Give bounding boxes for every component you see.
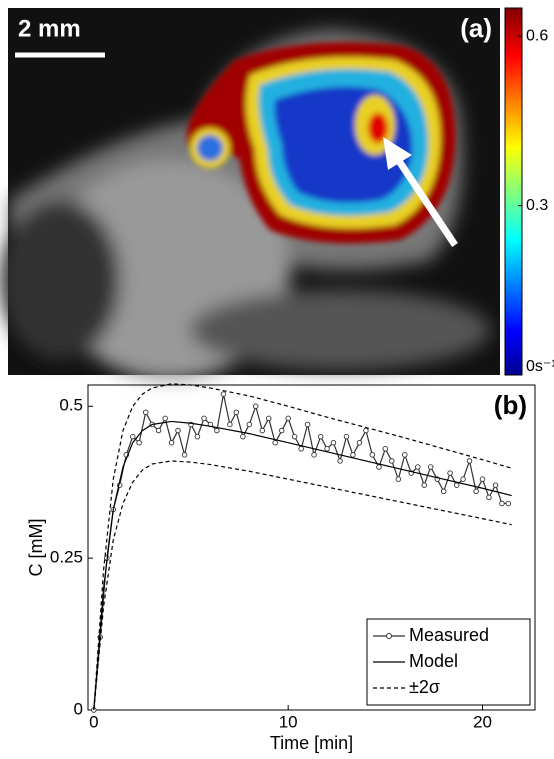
x-tick-label: 0 xyxy=(89,712,98,731)
legend-label: Model xyxy=(409,651,458,671)
data-point xyxy=(486,494,492,501)
data-point xyxy=(376,464,382,470)
data-point xyxy=(246,421,253,428)
y-tick-label: 0.5 xyxy=(59,396,83,415)
data-point xyxy=(265,415,272,422)
colorbar-tick-label: 0.6 xyxy=(526,27,548,44)
series-line xyxy=(93,420,512,711)
x-tick-label: 20 xyxy=(473,712,492,731)
series-line-lower xyxy=(93,460,512,711)
data-point xyxy=(330,439,337,446)
data-point xyxy=(363,427,369,434)
data-point xyxy=(279,427,285,434)
panel-label: (a) xyxy=(460,13,492,43)
data-point xyxy=(291,433,298,440)
data-point xyxy=(304,421,311,428)
x-axis-label: Time [min] xyxy=(270,733,353,753)
data-point xyxy=(356,439,363,446)
data-point xyxy=(395,476,402,482)
data-point xyxy=(233,409,240,416)
y-tick-label: 0 xyxy=(74,699,83,718)
data-point xyxy=(466,458,473,464)
data-point xyxy=(214,427,220,434)
colorbar-ticks: 0s⁻¹ 0.3 0.6 xyxy=(518,27,554,376)
data-point xyxy=(447,470,453,476)
data-point xyxy=(142,409,149,416)
data-point xyxy=(194,433,201,440)
data-point xyxy=(298,446,304,452)
data-point xyxy=(227,421,233,428)
colorbar xyxy=(504,7,523,376)
data-point xyxy=(136,439,142,446)
data-point xyxy=(337,458,343,464)
data-point xyxy=(220,391,227,397)
data-point xyxy=(259,427,266,434)
data-point xyxy=(181,452,188,458)
data-point xyxy=(317,433,324,440)
panel-label: (b) xyxy=(494,390,527,420)
data-point xyxy=(201,415,207,422)
data-point xyxy=(499,500,505,507)
data-point xyxy=(343,433,350,440)
data-point xyxy=(389,458,395,464)
x-tick-label: 10 xyxy=(279,712,298,731)
data-point xyxy=(311,452,317,458)
data-point xyxy=(415,464,421,470)
data-point xyxy=(492,482,499,488)
data-point xyxy=(440,488,447,495)
data-point xyxy=(460,476,466,482)
data-point xyxy=(479,476,486,482)
legend-label: ±2σ xyxy=(409,677,440,697)
data-point xyxy=(252,403,259,410)
data-point xyxy=(453,482,460,488)
colorbar-tick-label: 0.3 xyxy=(526,197,548,214)
data-point xyxy=(272,439,278,446)
data-point xyxy=(285,415,291,422)
data-point xyxy=(175,427,181,434)
mri-image: 2 mm (a) xyxy=(0,8,500,380)
data-point xyxy=(324,446,330,452)
data-point xyxy=(382,446,389,452)
data-point xyxy=(350,452,356,458)
data-point xyxy=(427,464,434,470)
legend-marker xyxy=(386,633,392,639)
plot: 0 10 20 0 0.25 0.5 Time [min] C [mM] (b) Measured… xyxy=(26,383,536,753)
data-point xyxy=(402,452,408,458)
data-point xyxy=(369,452,376,458)
colorbar-tick-label: 0s⁻¹ xyxy=(526,358,554,375)
scale-bar-label: 2 mm xyxy=(18,15,81,42)
data-point xyxy=(155,427,162,434)
data-point xyxy=(240,433,246,440)
data-point xyxy=(473,488,479,495)
data-point xyxy=(168,439,175,446)
data-point xyxy=(162,415,168,422)
data-point xyxy=(129,433,136,440)
data-point xyxy=(421,482,427,488)
data-point xyxy=(505,500,512,507)
y-tick-label: 0.25 xyxy=(50,548,83,567)
y-axis-label: C [mM] xyxy=(26,519,46,577)
legend-label: Measured xyxy=(409,625,489,645)
plot-frame xyxy=(87,384,536,711)
